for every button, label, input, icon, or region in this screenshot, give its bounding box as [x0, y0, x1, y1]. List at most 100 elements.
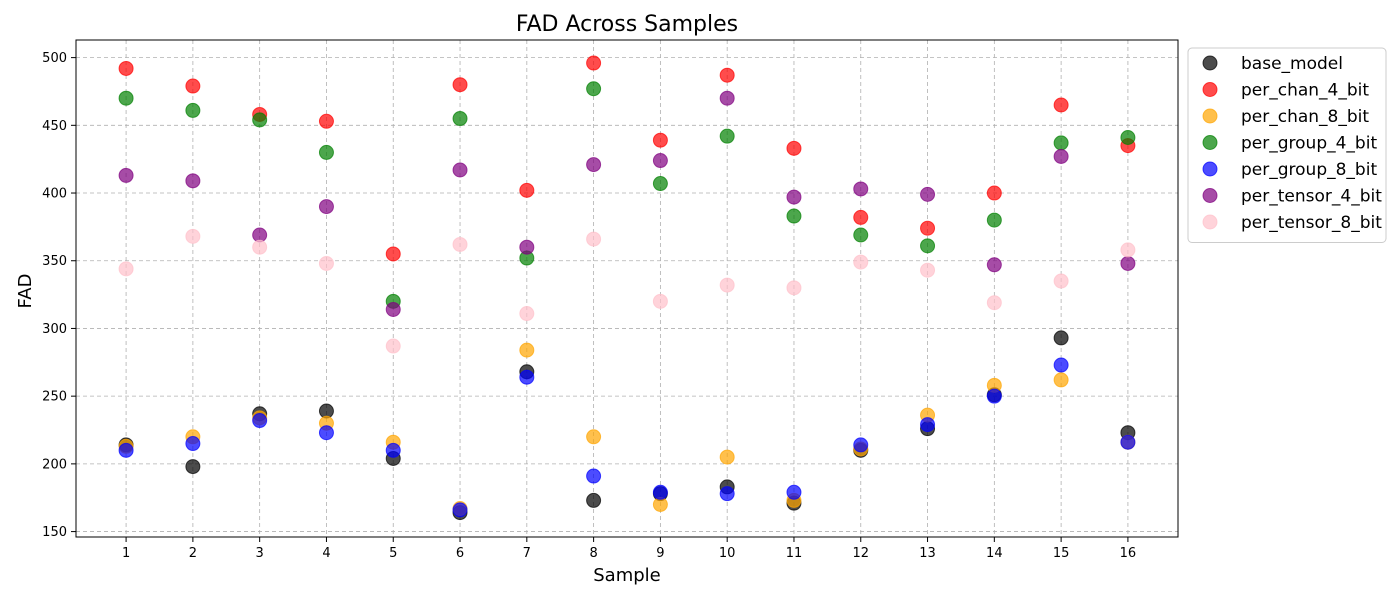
- data-point: [452, 77, 468, 93]
- data-point: [252, 112, 268, 128]
- series-per_tensor_8_bit: [118, 228, 1136, 354]
- data-point: [1120, 255, 1136, 271]
- data-point: [853, 437, 869, 453]
- legend-item: per_chan_8_bit: [1202, 107, 1369, 127]
- data-point: [318, 113, 334, 129]
- data-point: [586, 157, 602, 173]
- data-points: [118, 55, 1136, 521]
- x-tick-label: 1: [122, 546, 130, 561]
- data-point: [318, 199, 334, 215]
- data-point: [185, 436, 201, 452]
- data-point: [452, 162, 468, 178]
- data-point: [1053, 357, 1069, 373]
- legend-item: per_group_8_bit: [1202, 160, 1377, 180]
- data-point: [586, 55, 602, 71]
- legend-item: base_model: [1202, 54, 1343, 74]
- data-point: [519, 182, 535, 198]
- data-point: [1053, 330, 1069, 346]
- data-point: [1053, 372, 1069, 388]
- data-point: [1120, 434, 1136, 450]
- y-tick-label: 200: [42, 457, 67, 472]
- legend-marker: [1202, 108, 1218, 124]
- x-tick-label: 11: [786, 546, 803, 561]
- data-point: [1120, 242, 1136, 258]
- data-point: [786, 484, 802, 500]
- data-point: [786, 189, 802, 205]
- y-tick-label: 450: [42, 119, 67, 134]
- data-point: [719, 449, 735, 465]
- plot-area-frame: [75, 39, 1179, 538]
- data-point: [920, 262, 936, 278]
- data-point: [586, 231, 602, 247]
- data-point: [586, 468, 602, 484]
- data-point: [986, 257, 1002, 273]
- data-point: [118, 90, 134, 106]
- x-tick-label: 5: [389, 546, 397, 561]
- data-point: [786, 140, 802, 156]
- data-point: [1053, 97, 1069, 113]
- legend-marker: [1202, 135, 1218, 150]
- data-point: [853, 227, 869, 243]
- data-point: [719, 277, 735, 293]
- y-tick-label: 150: [42, 525, 67, 540]
- data-point: [385, 301, 401, 317]
- data-point: [519, 342, 535, 358]
- x-axis-title: Sample: [593, 565, 661, 586]
- data-point: [318, 425, 334, 441]
- series-per_group_8_bit: [118, 357, 1136, 518]
- data-point: [586, 492, 602, 508]
- legend-label: per_group_8_bit: [1241, 160, 1377, 180]
- grid-lines: [76, 40, 1178, 537]
- data-point: [853, 209, 869, 225]
- x-tick-label: 13: [919, 546, 936, 561]
- legend-marker: [1202, 161, 1218, 177]
- data-point: [853, 181, 869, 197]
- data-point: [118, 167, 134, 183]
- data-point: [652, 153, 668, 169]
- data-point: [853, 254, 869, 270]
- y-tick-label: 350: [42, 254, 67, 269]
- data-point: [719, 486, 735, 502]
- data-point: [452, 111, 468, 127]
- legend-marker: [1202, 55, 1218, 71]
- data-point: [652, 132, 668, 148]
- legend-label: per_chan_8_bit: [1241, 107, 1369, 127]
- x-tick-label: 15: [1053, 546, 1070, 561]
- series-per_group_4_bit: [118, 81, 1136, 309]
- legend-label: base_model: [1241, 54, 1343, 74]
- data-point: [385, 442, 401, 458]
- legend-item: per_tensor_4_bit: [1202, 187, 1382, 207]
- legend-label: per_chan_4_bit: [1241, 81, 1369, 101]
- legend-marker: [1202, 188, 1218, 203]
- legend-box: [1187, 47, 1387, 243]
- data-point: [519, 239, 535, 255]
- x-tick-label: 2: [189, 546, 197, 561]
- data-point: [986, 212, 1002, 228]
- x-tick-label: 10: [719, 546, 736, 561]
- legend-label: per_group_4_bit: [1241, 134, 1377, 154]
- x-tick-label: 12: [852, 546, 869, 561]
- data-point: [586, 81, 602, 97]
- data-point: [652, 176, 668, 192]
- series-per_chan_8_bit: [118, 342, 1136, 517]
- data-point: [1053, 148, 1069, 164]
- data-point: [920, 186, 936, 202]
- data-point: [118, 442, 134, 458]
- data-point: [318, 144, 334, 160]
- x-tick-label: 3: [256, 546, 264, 561]
- x-tick-label: 7: [523, 546, 531, 561]
- data-point: [452, 236, 468, 252]
- data-point: [986, 295, 1002, 311]
- data-point: [719, 90, 735, 106]
- data-point: [586, 429, 602, 445]
- data-point: [185, 228, 201, 244]
- data-point: [986, 185, 1002, 201]
- y-tick-label: 500: [42, 51, 67, 66]
- data-point: [318, 255, 334, 271]
- legend-item: per_tensor_8_bit: [1202, 213, 1382, 233]
- data-point: [452, 502, 468, 518]
- data-point: [1053, 135, 1069, 151]
- data-point: [920, 238, 936, 254]
